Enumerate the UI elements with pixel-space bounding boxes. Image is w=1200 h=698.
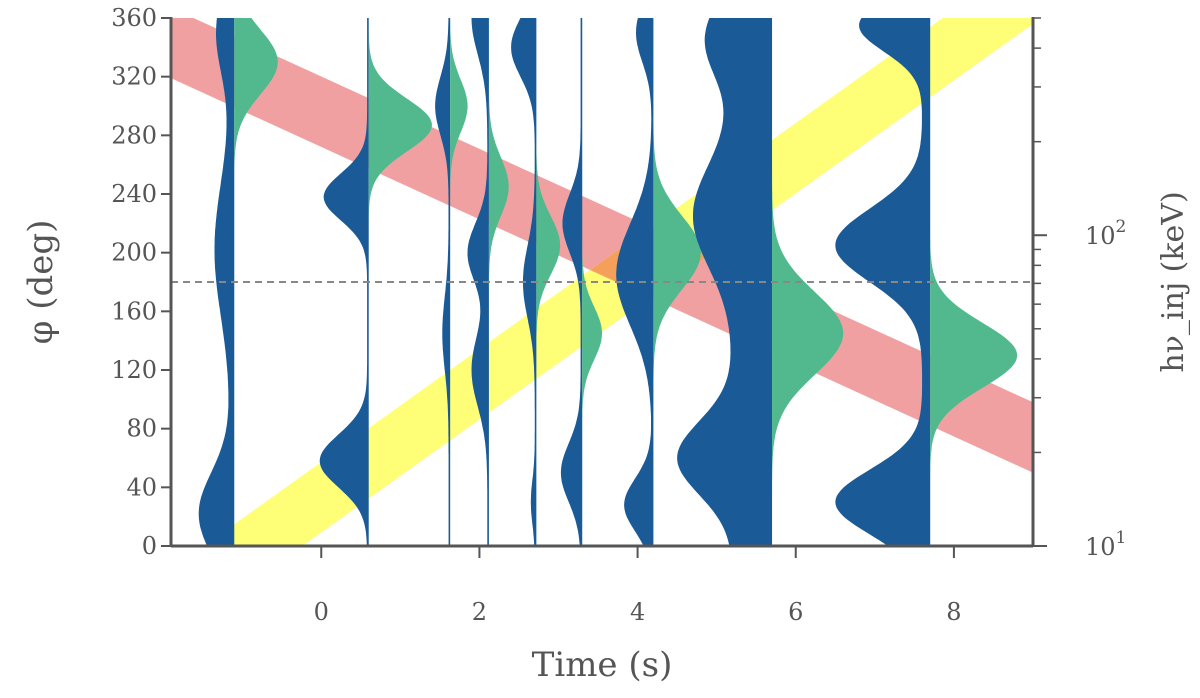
y-axis-title-right: hν_inj (keV): [1156, 191, 1191, 372]
y-tick-label-120: 120: [111, 356, 157, 384]
right-tick-label-10: 101: [1085, 528, 1126, 561]
right-tick-exponent-10: 1: [1116, 528, 1127, 548]
plot-clip-group: [171, 18, 1033, 546]
right-tick-exponent-100: 2: [1116, 217, 1127, 237]
y-tick-label-80: 80: [126, 415, 157, 443]
y-tick-label-280: 280: [111, 121, 157, 149]
violin-green-2: [450, 18, 468, 546]
axes-layer: 0 40 80 120 160 200 240 280 320 360 0 2 4 6 8 101 102: [111, 4, 1126, 626]
x-tick-label-4: 4: [630, 598, 645, 626]
y-tick-label-360: 360: [111, 4, 157, 32]
y-tick-label-240: 240: [111, 180, 157, 208]
violin-blue-1: [319, 18, 369, 546]
y-tick-label-0: 0: [142, 532, 157, 560]
y-tick-label-40: 40: [126, 473, 157, 501]
y-axis-title-left: φ (deg): [21, 220, 61, 345]
x-tick-label-2: 2: [472, 598, 487, 626]
x-tick-label-8: 8: [946, 598, 961, 626]
violin-blue-5: [560, 18, 583, 546]
x-axis-title: Time (s): [532, 645, 673, 685]
violin-green-3: [488, 18, 509, 546]
violin-green-1: [368, 18, 432, 546]
violin-blue-3: [467, 18, 489, 546]
violin-green-4: [536, 18, 561, 546]
violin-blue-0: [198, 18, 235, 546]
violin-blue-6: [616, 18, 654, 546]
right-tick-label-100: 102: [1085, 217, 1126, 250]
x-tick-label-6: 6: [788, 598, 803, 626]
y-tick-label-200: 200: [111, 239, 157, 267]
y-tick-label-320: 320: [111, 63, 157, 91]
x-tick-label-0: 0: [314, 598, 329, 626]
violin-blue-2: [435, 18, 451, 546]
y-tick-label-160: 160: [111, 297, 157, 325]
violin-green-0: [234, 18, 278, 546]
